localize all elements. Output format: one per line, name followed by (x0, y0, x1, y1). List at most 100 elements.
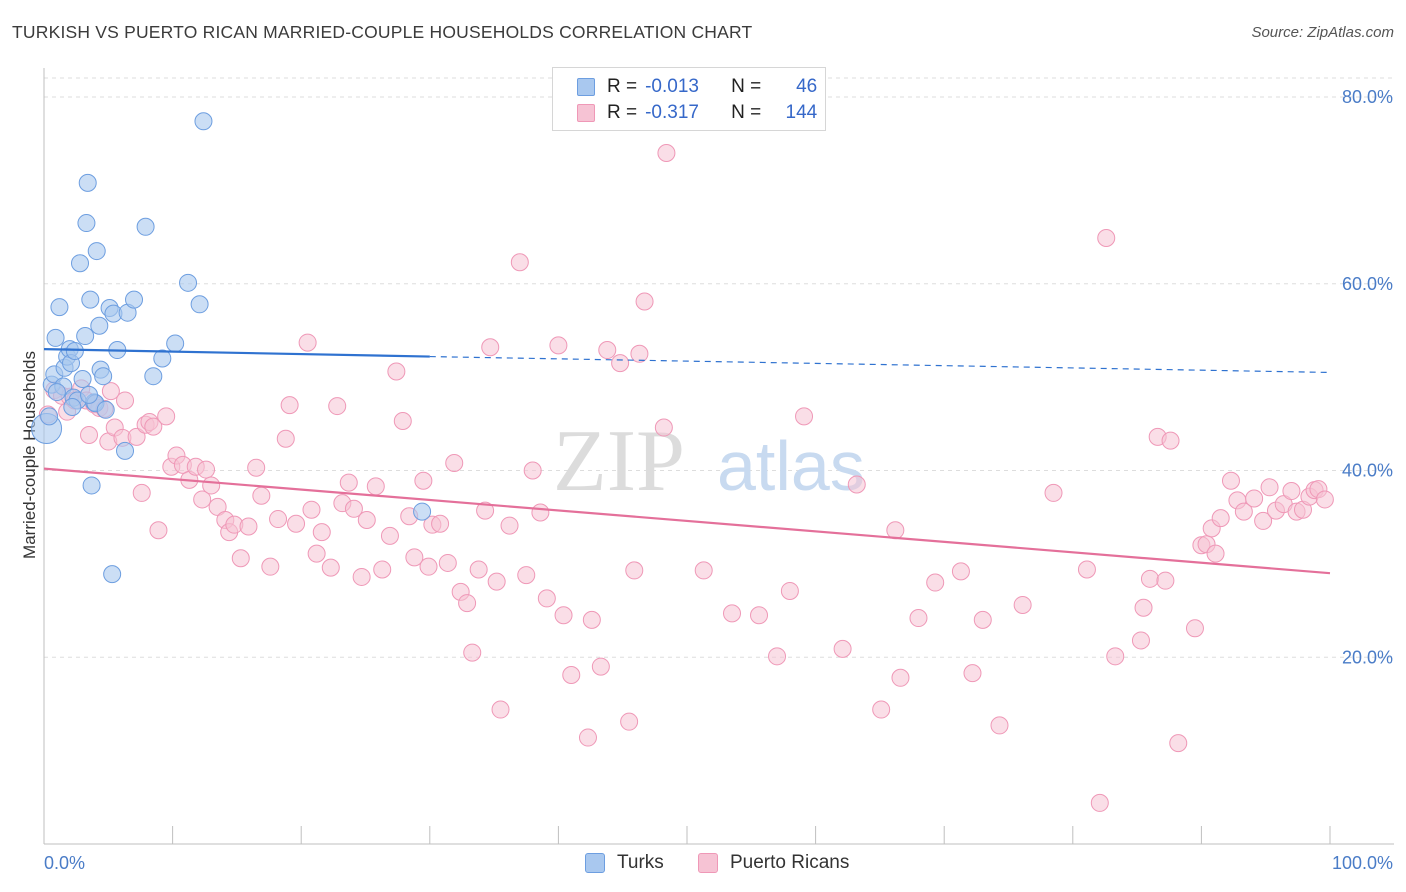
turks-swatch (585, 853, 605, 873)
puerto-ricans-point (298, 333, 317, 352)
n-value: 46 (796, 76, 818, 97)
puerto-ricans-point (750, 606, 769, 625)
turks-point (82, 476, 101, 495)
puerto-ricans-point (476, 501, 495, 520)
puerto-ricans-point (630, 344, 649, 363)
y-tick-label: 40.0% (1342, 461, 1393, 481)
puerto-ricans-point (419, 557, 438, 576)
series-legend: Turks Puerto Ricans (0, 852, 1406, 876)
turks-point (46, 328, 65, 347)
r-value: -0.317 (645, 102, 699, 123)
puerto-ricans-point (1185, 619, 1204, 638)
puerto-ricans-point (694, 561, 713, 580)
turks-point (116, 441, 135, 460)
legend-label-turks: Turks (617, 852, 664, 873)
puerto-ricans-point (537, 589, 556, 608)
turks-point (90, 316, 109, 335)
turks-point (47, 383, 66, 402)
puerto-ricans-point (611, 354, 630, 373)
puerto-ricans-point (302, 500, 321, 519)
y-tick-label: 60.0% (1342, 274, 1393, 294)
turks-point (144, 367, 163, 386)
puerto-ricans-point (438, 553, 457, 572)
puerto-ricans-point (357, 510, 376, 529)
puerto-ricans-point (531, 503, 550, 522)
turks-point (125, 290, 144, 309)
puerto-ricans-point (144, 417, 163, 436)
puerto-ricans-point (973, 610, 992, 629)
puerto-ricans-point (1315, 490, 1334, 509)
puerto-ricans-point (1097, 228, 1116, 247)
puerto-ricans-point (1131, 631, 1150, 650)
chart-title: TURKISH VS PUERTO RICAN MARRIED-COUPLE H… (12, 22, 753, 42)
puerto-ricans-point (872, 700, 891, 719)
puerto-ricans-point (321, 558, 340, 577)
puerto-ricans-point (269, 510, 288, 529)
puerto-ricans-point (768, 647, 787, 666)
puerto-ricans-point (1206, 544, 1225, 563)
puerto-ricans-points (38, 144, 1334, 812)
source-label: Source: ZipAtlas.com (1251, 24, 1394, 41)
puerto-ricans-point (261, 557, 280, 576)
puerto-ricans-point (197, 460, 216, 479)
puerto-ricans-point (469, 560, 488, 579)
puerto-ricans-point (523, 461, 542, 480)
puerto-ricans-point (635, 292, 654, 311)
puerto-ricans-point (891, 668, 910, 687)
r-label: R = (607, 76, 638, 97)
turks-point (103, 565, 122, 584)
puerto-ricans-trend-line (43, 467, 1331, 575)
puerto-ricans-point (127, 427, 146, 446)
puerto-ricans-point (491, 700, 510, 719)
puerto-ricans-point (625, 561, 644, 580)
x-tick-label-max: 100.0% (1332, 853, 1393, 873)
turks-point (73, 369, 92, 388)
puerto-ricans-point (80, 426, 99, 445)
puerto-ricans-point (990, 716, 1009, 735)
r-label: R = (607, 102, 638, 123)
legend-row-puerto-ricans: R = -0.317 N = 144 (577, 102, 817, 124)
puerto-ricans-point (307, 544, 326, 563)
puerto-ricans-point (795, 407, 814, 426)
turks-point (136, 217, 155, 236)
r-value: -0.013 (645, 76, 699, 97)
puerto-ricans-point (1211, 509, 1230, 528)
tick-labels: 20.0% 40.0% 60.0% 80.0% 0.0% 100.0% (44, 87, 1393, 873)
puerto-ricans-point (1013, 595, 1032, 614)
turks-point (71, 254, 90, 273)
legend-item-puerto-ricans: Puerto Ricans (698, 852, 849, 874)
puerto-ricans-point (280, 396, 299, 415)
puerto-ricans-point (132, 483, 151, 502)
turks-trend-extension (429, 355, 1331, 374)
puerto-ricans-point (1169, 734, 1188, 753)
puerto-ricans-point (1254, 511, 1273, 530)
puerto-ricans-point (312, 523, 331, 542)
puerto-ricans-point (352, 567, 371, 586)
n-value: 144 (785, 102, 818, 123)
puerto-ricans-point (387, 362, 406, 381)
turks-point (179, 273, 198, 292)
turks-point (76, 327, 95, 346)
turks-trend-line (43, 348, 430, 358)
turks-point (96, 400, 115, 419)
turks-point (413, 502, 432, 521)
puerto-ricans-point (344, 499, 363, 518)
puerto-ricans-point (247, 458, 266, 477)
trend-lines (43, 348, 1331, 575)
puerto-ricans-point (1260, 478, 1279, 497)
puerto-ricans-point (598, 341, 617, 360)
puerto-ricans-point (393, 412, 412, 431)
turks-point (80, 385, 99, 404)
puerto-ricans-point (1044, 483, 1063, 502)
x-tick-label-min: 0.0% (44, 853, 85, 873)
puerto-ricans-point (481, 338, 500, 357)
puerto-ricans-point (1161, 431, 1180, 450)
puerto-ricans-point (723, 604, 742, 623)
puerto-ricans-point (463, 643, 482, 662)
turks-point (87, 242, 106, 261)
puerto-ricans-point (549, 336, 568, 355)
puerto-ricans-point (1282, 482, 1301, 501)
puerto-ricans-swatch (577, 104, 595, 122)
turks-point (65, 341, 84, 360)
puerto-ricans-point (1245, 489, 1264, 508)
